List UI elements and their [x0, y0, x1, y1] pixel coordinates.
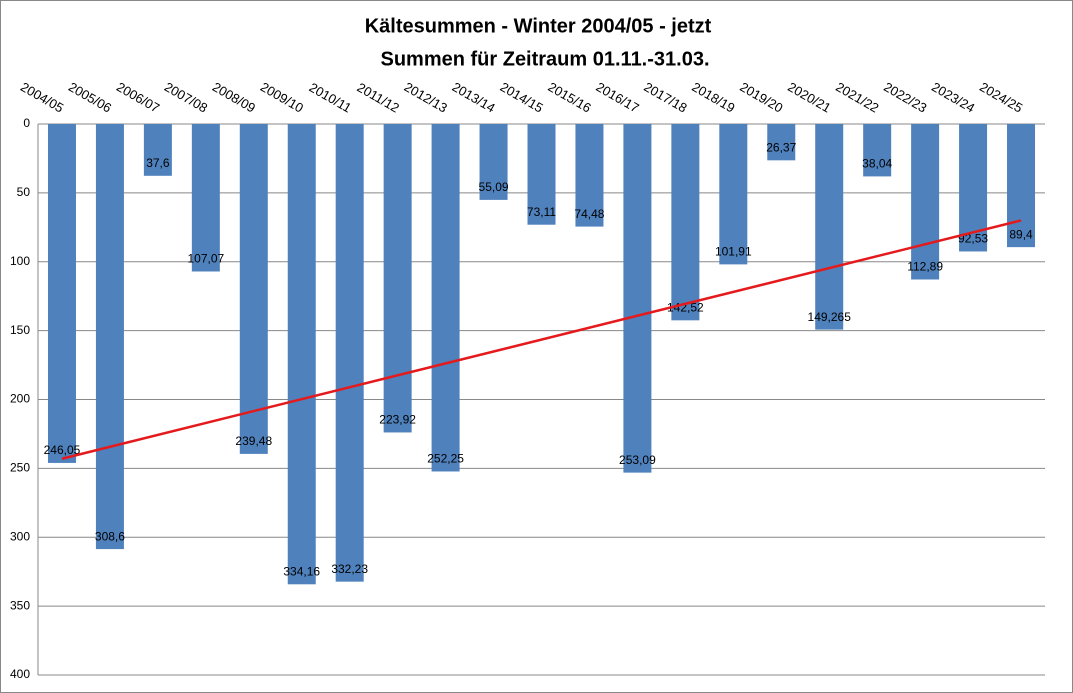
data-label: 334,16 [283, 564, 320, 578]
y-tick-label: 300 [10, 529, 30, 543]
bar [863, 124, 892, 177]
bar [671, 124, 700, 321]
bar [191, 124, 220, 272]
y-tick-label: 400 [10, 667, 30, 681]
bar [47, 124, 76, 463]
data-label: 142,52 [667, 300, 704, 314]
bar [479, 124, 508, 200]
bar [527, 124, 556, 225]
bar [575, 124, 604, 227]
data-label: 101,91 [715, 245, 752, 259]
data-label: 26,37 [766, 140, 796, 154]
y-tick-label: 350 [10, 598, 30, 612]
data-label: 332,23 [331, 562, 368, 576]
data-label: 73,11 [527, 205, 556, 219]
data-label: 112,89 [907, 260, 943, 274]
data-label: 149,265 [808, 310, 852, 324]
trend-line [61, 219, 1022, 460]
y-tick-label: 50 [17, 185, 31, 199]
bar [383, 124, 412, 433]
data-label: 246,05 [44, 443, 81, 457]
bar [287, 124, 316, 585]
bar [911, 124, 940, 280]
bar [1007, 124, 1036, 248]
data-label: 37,6 [146, 156, 170, 170]
data-label: 74,48 [574, 207, 604, 221]
data-label: 252,25 [427, 452, 464, 466]
data-label: 38,04 [862, 157, 892, 171]
bar [143, 124, 172, 176]
chart-subtitle: Summen für Zeitraum 01.11.-31.03. [380, 48, 709, 70]
data-label: 107,07 [187, 252, 224, 266]
data-label: 89,4 [1009, 227, 1033, 241]
bar [767, 124, 796, 161]
y-tick-label: 150 [10, 323, 30, 337]
data-label: 308,6 [95, 529, 125, 543]
bar [623, 124, 652, 473]
data-label: 55,09 [479, 180, 509, 194]
bar [431, 124, 460, 472]
chart-title: Kältesummen - Winter 2004/05 - jetzt [365, 15, 712, 37]
data-label: 239,48 [235, 434, 272, 448]
data-label: 223,92 [379, 413, 416, 427]
y-tick-label: 250 [10, 461, 30, 475]
bar [719, 124, 748, 265]
y-tick-label: 0 [23, 116, 30, 130]
bar [95, 124, 124, 550]
bar [239, 124, 268, 454]
data-label: 253,09 [619, 453, 656, 467]
y-tick-label: 100 [10, 254, 30, 268]
bar [335, 124, 364, 582]
bar [815, 124, 844, 330]
y-tick-label: 200 [10, 392, 30, 406]
